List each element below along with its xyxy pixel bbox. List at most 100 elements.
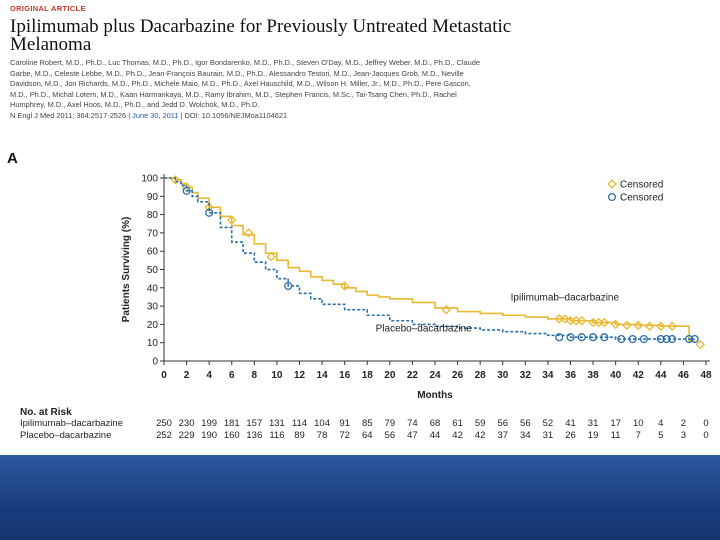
x-tick-label: 40 xyxy=(610,370,622,381)
risk-cell: 19 xyxy=(587,430,599,441)
x-tick-label: 30 xyxy=(497,370,509,381)
ipilimumab-censored-marker xyxy=(560,314,570,324)
risk-cell: 252 xyxy=(156,430,172,441)
ipilimumab-censored-marker xyxy=(644,321,655,331)
risk-cell: 2 xyxy=(680,418,687,429)
risk-cell: 157 xyxy=(246,418,263,429)
x-tick-label: 4 xyxy=(206,370,212,381)
ipilimumab-survival-line xyxy=(164,177,695,342)
risk-cell: 89 xyxy=(294,430,305,441)
ipilimumab-censored-marker xyxy=(243,228,254,238)
risk-cell: 59 xyxy=(474,418,486,429)
placebo-censored-marker xyxy=(668,334,677,344)
x-tick-label: 8 xyxy=(252,370,258,381)
placebo-censored-marker xyxy=(600,333,609,342)
ipilimumab-censored-marker xyxy=(339,281,350,291)
risk-cell: 56 xyxy=(520,418,531,429)
placebo-censored-marker xyxy=(555,333,564,342)
risk-cell: 190 xyxy=(201,430,218,441)
risk-cell: 4 xyxy=(658,418,664,429)
x-tick-label: 6 xyxy=(229,370,235,381)
risk-table-title: No. at Risk xyxy=(20,407,72,418)
risk-cell: 230 xyxy=(178,418,195,429)
risk-cell: 72 xyxy=(339,430,350,441)
risk-cell: 199 xyxy=(201,418,218,429)
risk-cell: 78 xyxy=(316,430,328,441)
x-tick-label: 12 xyxy=(294,370,306,381)
risk-cell: 136 xyxy=(246,430,263,441)
placebo-censored-marker xyxy=(656,334,665,344)
citation: N Engl J Med 2011; 364:2517-2526 | June … xyxy=(10,111,700,121)
risk-cell: 42 xyxy=(474,430,486,441)
legend-circle-marker xyxy=(607,192,617,202)
x-tick-label: 14 xyxy=(317,370,329,381)
risk-cell: 64 xyxy=(361,430,373,441)
risk-cell: 56 xyxy=(384,430,396,441)
risk-cell: 44 xyxy=(429,430,441,441)
risk-cell: 47 xyxy=(407,430,418,441)
placebo-censored-marker xyxy=(628,334,637,344)
y-tick-label: 40 xyxy=(147,283,159,294)
placebo-censored-marker xyxy=(589,333,598,342)
x-tick-label: 10 xyxy=(271,370,283,381)
x-tick-label: 42 xyxy=(633,370,645,381)
risk-cell: 3 xyxy=(680,430,687,441)
y-tick-label: 70 xyxy=(147,228,159,239)
author-list: Caroline Robert, M.D., Ph.D., Luc Thomas… xyxy=(10,58,480,110)
risk-cell: 250 xyxy=(156,418,172,429)
x-tick-label: 28 xyxy=(475,370,487,381)
x-tick-label: 22 xyxy=(407,370,419,381)
y-tick-label: 30 xyxy=(147,302,159,313)
article-header: ORIGINAL ARTICLE Ipilimumab plus Dacarba… xyxy=(10,4,700,121)
risk-cell: 41 xyxy=(565,418,576,429)
x-tick-label: 44 xyxy=(655,370,667,381)
risk-cell: 52 xyxy=(542,418,554,429)
placebo-censored-marker xyxy=(617,334,626,344)
risk-cell: 114 xyxy=(291,418,308,429)
placebo-censored-marker xyxy=(566,333,575,342)
x-tick-label: 18 xyxy=(362,370,374,381)
y-tick-label: 10 xyxy=(147,338,159,349)
risk-cell: 37 xyxy=(497,430,509,441)
x-tick-label: 0 xyxy=(161,370,167,381)
risk-cell: 181 xyxy=(223,418,240,429)
risk-row: Placebo–dacarbazine 252 229 190 160 136 116 89 7… xyxy=(20,430,709,442)
risk-row: Ipilimumab–dacarbazine 250 230 199 181 157 131… xyxy=(20,418,709,430)
y-tick-label: 80 xyxy=(147,210,159,221)
x-tick-label: 24 xyxy=(429,370,441,381)
x-tick-label: 26 xyxy=(452,370,464,381)
risk-cell: 91 xyxy=(339,418,350,429)
risk-cell: 56 xyxy=(497,418,509,429)
y-axis-label: Patients Surviving (%) xyxy=(121,217,132,323)
placebo-censored-marker xyxy=(577,333,586,342)
risk-cell: 0 xyxy=(703,418,709,429)
risk-cell: 0 xyxy=(703,430,709,441)
x-tick-label: 48 xyxy=(700,370,712,381)
placebo-curve-label: Placebo–dacarbazine xyxy=(376,324,473,335)
ipilimumab-censored-marker xyxy=(667,321,677,331)
placebo-censored-marker xyxy=(182,186,191,195)
y-tick-label: 0 xyxy=(152,357,158,368)
risk-cell: 131 xyxy=(268,418,285,429)
citation-date-link[interactable]: June 30, 2011 xyxy=(132,110,179,120)
ipilimumab-censored-marker xyxy=(170,175,181,185)
ipilimumab-censored-marker xyxy=(695,339,706,350)
x-tick-label: 20 xyxy=(384,370,396,381)
ipilimumab-censored-marker xyxy=(599,317,610,328)
ipilimumab-censored-marker xyxy=(577,316,587,326)
risk-cell: 61 xyxy=(452,418,463,429)
ipilimumab-censored-marker xyxy=(441,305,452,315)
placebo-censored-marker xyxy=(639,334,648,344)
article-title: Ipilimumab plus Dacarbazine for Previous… xyxy=(10,16,512,55)
legend-label: Censored xyxy=(620,180,663,191)
y-tick-label: 90 xyxy=(147,192,159,203)
risk-cell: 31 xyxy=(587,418,599,429)
ipilimumab-curve-label: Ipilimumab–dacarbazine xyxy=(511,293,620,304)
y-tick-label: 50 xyxy=(147,265,159,276)
risk-cell: 104 xyxy=(314,418,330,429)
risk-row-label: Ipilimumab–dacarbazine xyxy=(20,418,123,429)
y-tick-label: 100 xyxy=(141,174,158,185)
risk-cell: 5 xyxy=(658,430,664,441)
ipilimumab-censored-marker xyxy=(622,320,632,331)
